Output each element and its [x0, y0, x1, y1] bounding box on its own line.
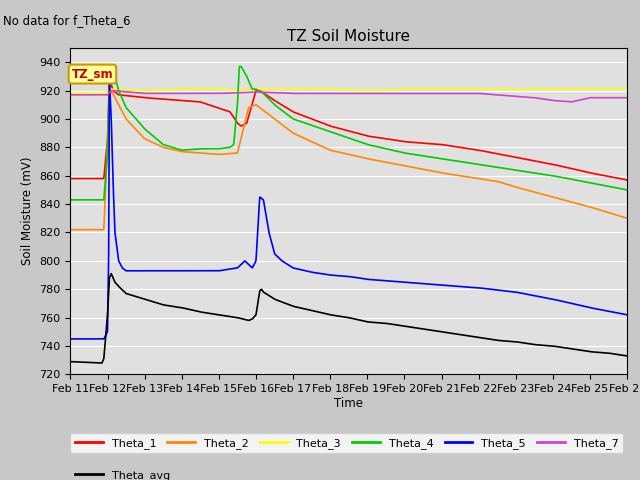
Title: TZ Soil Moisture: TZ Soil Moisture [287, 29, 410, 44]
Legend: Theta_avg: Theta_avg [70, 466, 174, 480]
Y-axis label: Soil Moisture (mV): Soil Moisture (mV) [21, 157, 34, 265]
X-axis label: Time: Time [334, 397, 364, 410]
Text: No data for f_Theta_6: No data for f_Theta_6 [3, 14, 131, 27]
Text: TZ_sm: TZ_sm [72, 68, 113, 81]
